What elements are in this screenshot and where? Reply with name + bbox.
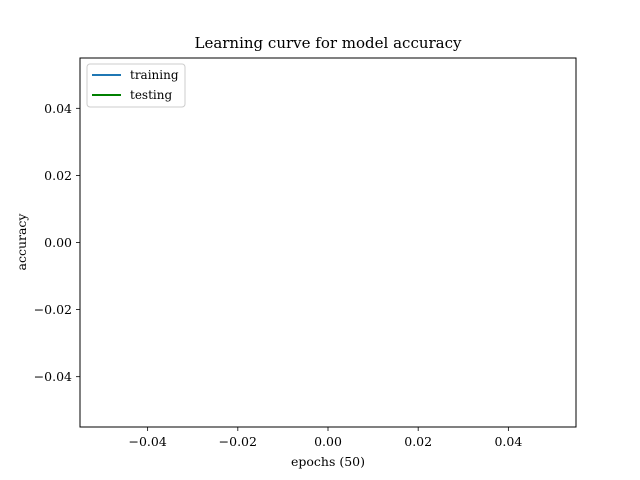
x-axis-label: epochs (50) — [291, 454, 365, 469]
y-tick-label: 0.00 — [44, 235, 72, 250]
y-tick-label: 0.04 — [44, 101, 72, 116]
legend-label-training: training — [130, 68, 179, 82]
y-tick-label: 0.02 — [44, 168, 72, 183]
legend: training testing — [86, 63, 186, 108]
x-tick-label: 0.00 — [314, 434, 342, 449]
x-tick-label: 0.02 — [404, 434, 432, 449]
y-axis-label: accuracy — [14, 213, 29, 271]
y-tick-label: −0.04 — [34, 369, 72, 384]
x-tick-label: −0.02 — [219, 434, 257, 449]
plot-area — [79, 57, 577, 428]
x-tick-label: 0.04 — [494, 434, 522, 449]
x-tick-label: −0.04 — [128, 434, 166, 449]
x-axis: −0.04 −0.02 0.00 0.02 0.04 — [128, 427, 522, 449]
chart-title: Learning curve for model accuracy — [194, 34, 462, 52]
y-axis: −0.04 −0.02 0.00 0.02 0.04 — [34, 101, 80, 384]
legend-label-testing: testing — [130, 88, 172, 102]
y-tick-label: −0.02 — [34, 302, 72, 317]
